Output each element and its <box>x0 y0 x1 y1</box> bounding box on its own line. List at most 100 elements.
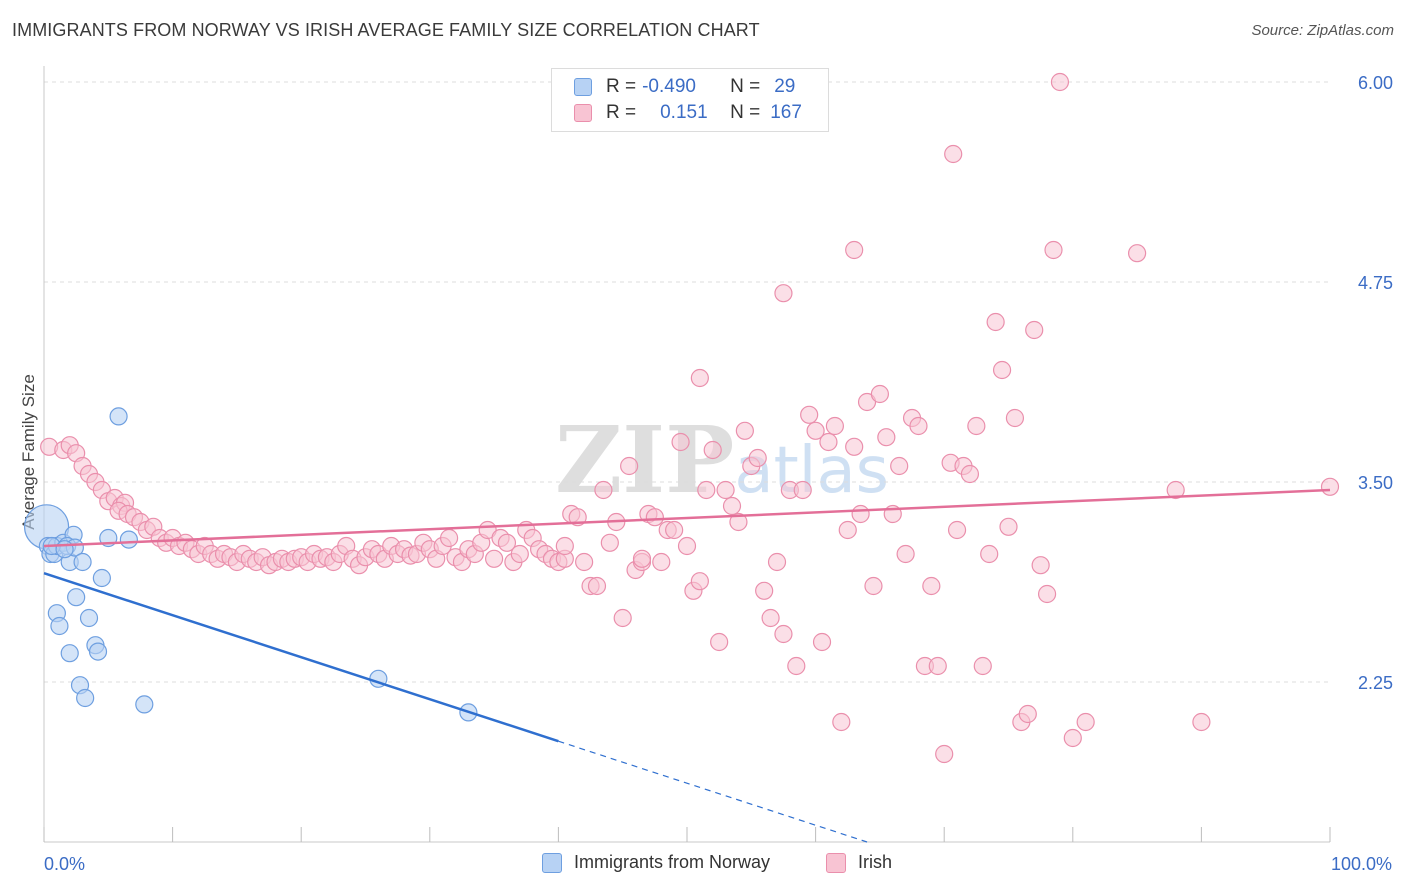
y-axis-label: Average Family Size <box>19 374 38 530</box>
irish-point <box>1050 72 1070 92</box>
irish-point <box>697 480 716 500</box>
irish-point <box>774 284 793 303</box>
irish-point <box>1166 480 1185 500</box>
irish-point <box>729 512 748 532</box>
norway-point <box>88 642 108 661</box>
legend-swatch-norway <box>574 78 592 96</box>
irish-point <box>787 656 806 676</box>
irish-point <box>748 448 767 468</box>
irish-point <box>632 549 652 568</box>
irish-point <box>909 416 928 436</box>
irish-point <box>928 656 947 676</box>
x-tick-label: 100.0% <box>1331 854 1392 874</box>
irish-point <box>774 624 793 644</box>
irish-point <box>497 533 517 552</box>
irish-point <box>922 576 941 596</box>
irish-point <box>1192 712 1211 732</box>
irish-point <box>1018 704 1037 724</box>
irish-point <box>1127 244 1147 263</box>
irish-point <box>1031 556 1050 575</box>
norway-point <box>67 588 86 607</box>
series-legend-irish: Irish <box>826 852 892 873</box>
irish-point <box>800 405 819 424</box>
irish-point <box>864 576 883 596</box>
irish-point <box>1005 408 1025 428</box>
y-tick-label: 6.00 <box>1358 73 1393 93</box>
irish-trendline <box>43 488 1331 548</box>
irish-point <box>793 480 812 500</box>
legend-n-label: N = <box>730 102 761 123</box>
series-label-irish: Irish <box>858 852 893 872</box>
irish-point <box>999 517 1018 536</box>
series-swatch-norway <box>542 852 562 873</box>
irish-point <box>947 520 967 540</box>
legend-n-label: N = <box>730 76 761 97</box>
norway-point <box>76 688 95 708</box>
irish-point <box>555 536 574 556</box>
irish-point <box>825 416 844 436</box>
x-tick-label: 0.0% <box>44 854 85 874</box>
y-tick-label: 3.50 <box>1358 473 1393 493</box>
norway-point <box>92 568 111 588</box>
irish-point <box>960 464 980 484</box>
irish-point <box>671 432 690 452</box>
norway-point <box>50 616 69 636</box>
irish-point <box>767 552 787 572</box>
legend-n-value: 29 <box>774 76 796 97</box>
legend-r-value: 0.151 <box>660 102 708 123</box>
irish-point <box>935 744 954 764</box>
irish-point <box>677 536 697 556</box>
irish-point <box>645 508 664 527</box>
irish-point <box>665 520 684 540</box>
irish-point <box>510 544 529 564</box>
irish-point <box>851 504 870 524</box>
legend-r-label: R = <box>606 76 637 97</box>
y-tick-label: 2.25 <box>1358 673 1393 693</box>
irish-point <box>594 480 613 500</box>
legend-row-norway: R = -0.490 N = 29 <box>574 75 795 99</box>
norway-trendline-extrapolated <box>558 740 868 843</box>
legend-row-irish: R = 0.151 N = 167 <box>574 101 802 125</box>
irish-point <box>890 456 909 476</box>
irish-point <box>735 421 754 440</box>
norway-point <box>135 695 154 714</box>
irish-point <box>1076 712 1095 732</box>
norway-point <box>119 530 138 549</box>
irish-point <box>716 480 735 500</box>
irish-point <box>1044 240 1063 260</box>
irish-point <box>620 456 639 476</box>
norway-trendline <box>43 572 559 743</box>
norway-point <box>109 407 128 426</box>
irish-point <box>485 549 504 568</box>
irish-point <box>761 608 780 628</box>
irish-point <box>986 312 1005 332</box>
irish-point <box>845 240 864 260</box>
irish-point <box>967 416 986 436</box>
irish-point <box>439 528 459 548</box>
chart-title: IMMIGRANTS FROM NORWAY VS IRISH AVERAGE … <box>12 20 760 40</box>
irish-point <box>896 544 915 564</box>
series-legend: Immigrants from Norway Irish <box>0 852 1406 878</box>
irish-point <box>806 421 825 440</box>
irish-point <box>857 392 877 412</box>
irish-point <box>973 656 992 676</box>
irish-point <box>652 552 671 572</box>
irish-point <box>575 552 594 572</box>
irish-point <box>690 368 709 388</box>
norway-point <box>79 608 99 628</box>
irish-point <box>870 384 890 404</box>
irish-point <box>877 428 896 447</box>
irish-point <box>819 432 838 452</box>
irish-point <box>980 544 999 564</box>
irish-point <box>832 712 851 732</box>
irish-point <box>1320 477 1340 496</box>
irish-point <box>722 496 742 516</box>
irish-point <box>613 608 632 628</box>
legend-n-value: 167 <box>770 102 802 123</box>
norway-point <box>55 540 74 559</box>
series-label-norway: Immigrants from Norway <box>574 852 771 872</box>
irish-point <box>992 360 1012 380</box>
y-tick-label: 4.75 <box>1358 273 1393 293</box>
norway-point <box>60 644 79 663</box>
irish-point <box>944 144 963 164</box>
